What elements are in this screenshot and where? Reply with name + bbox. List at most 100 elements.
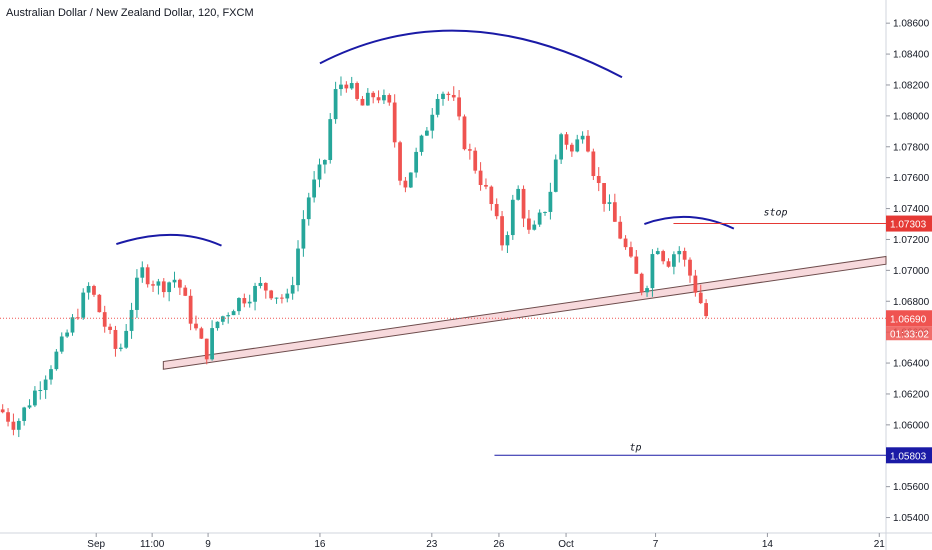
candle-body (392, 102, 397, 143)
candle-body (478, 170, 483, 186)
candle-body (419, 135, 424, 152)
candle-body (6, 412, 10, 422)
time-tick-label: 26 (493, 539, 505, 550)
candle-body (285, 293, 290, 299)
candle-body (328, 119, 333, 160)
candle-body (59, 336, 64, 352)
candle-body (360, 98, 365, 106)
candle-body (242, 298, 247, 304)
price-tick-label: 1.05400 (893, 513, 930, 524)
price-tick-label: 1.05600 (893, 482, 930, 493)
time-tick-label: 9 (205, 539, 211, 550)
time-tick-label: 14 (762, 539, 774, 550)
candle-body (580, 135, 585, 140)
candle-body (408, 172, 413, 188)
candle-body (75, 317, 80, 319)
candle-body (650, 254, 655, 289)
candle-body (430, 114, 435, 131)
candle-body (301, 219, 306, 249)
candle-body (457, 97, 461, 117)
candle-body (322, 159, 327, 165)
candle-body (178, 279, 182, 288)
candle-body (333, 89, 338, 120)
candle-body (355, 83, 359, 99)
candle-body (505, 235, 510, 246)
candle-body (639, 273, 644, 293)
candle-body (376, 97, 381, 101)
candle-body (629, 247, 633, 257)
candle-body (290, 285, 295, 294)
candle-body (672, 254, 676, 267)
stop-price-badge (886, 215, 932, 232)
candle-body (306, 197, 311, 220)
candle-body (145, 267, 150, 285)
candle-body (591, 151, 596, 177)
candle-body (510, 199, 515, 236)
tp-price-badge (886, 447, 932, 464)
candle-body (553, 159, 558, 192)
chart-title: Australian Dollar / New Zealand Dollar, … (6, 7, 254, 19)
tp-note: tp (629, 442, 641, 453)
candle-body (194, 323, 198, 329)
countdown-badge (886, 326, 932, 341)
candle-body (612, 202, 617, 222)
price-tick-label: 1.07200 (893, 235, 930, 246)
candle-body (231, 311, 236, 316)
candle-body (16, 420, 21, 430)
candle-body (70, 317, 75, 333)
candle-body (344, 84, 349, 89)
price-tick-label: 1.06200 (893, 389, 930, 400)
time-tick-label: 11:00 (140, 539, 165, 550)
candle-body (108, 326, 112, 330)
time-tick-label: 21 (874, 539, 886, 550)
price-tick-label: 1.06000 (893, 420, 930, 431)
candle-body (569, 144, 574, 152)
candle-body (403, 180, 408, 188)
price-tick-label: 1.07400 (893, 204, 930, 215)
last-price-badge (886, 310, 932, 327)
candle-body (118, 347, 123, 349)
pattern-arc-1 (116, 233, 222, 247)
candle-body (204, 338, 209, 360)
candle-body (226, 315, 231, 317)
candle-body (435, 98, 440, 115)
candle-body (102, 312, 107, 327)
candle-body (43, 379, 48, 391)
candle-body (312, 179, 317, 198)
time-tick-label: 16 (314, 539, 326, 550)
time-tick-label: Oct (558, 539, 574, 550)
price-tick-label: 1.06400 (893, 359, 930, 370)
candle-body (215, 321, 220, 329)
candle-body (183, 287, 188, 296)
candle-body (38, 390, 43, 392)
candle-body (339, 84, 343, 90)
candle-body (113, 329, 118, 349)
candle-body (167, 282, 172, 293)
candle-body (253, 285, 257, 302)
candle-body (521, 188, 526, 219)
price-tick-label: 1.06800 (893, 297, 930, 308)
countdown-label: 01:33:02 (890, 329, 929, 340)
candle-body (274, 297, 279, 299)
candle-body (564, 134, 569, 145)
candle-body (296, 248, 300, 286)
candle-body (527, 218, 531, 230)
candle-body (263, 282, 268, 291)
candle-body (532, 224, 537, 230)
candle-body (371, 92, 376, 98)
candle-body (27, 405, 32, 408)
candle-body (210, 328, 214, 360)
candle-body (462, 116, 467, 150)
candle-body (188, 295, 193, 324)
price-tick-label: 1.08600 (893, 19, 930, 30)
candle-body (92, 285, 96, 295)
pattern-arc-3 (644, 215, 735, 230)
candle-body (618, 221, 623, 239)
candle-body (607, 202, 612, 204)
stop-price-label: 1.07303 (890, 220, 927, 231)
price-tick-label: 1.07000 (893, 266, 930, 277)
candle-body (135, 277, 139, 310)
candle-body (199, 328, 204, 339)
